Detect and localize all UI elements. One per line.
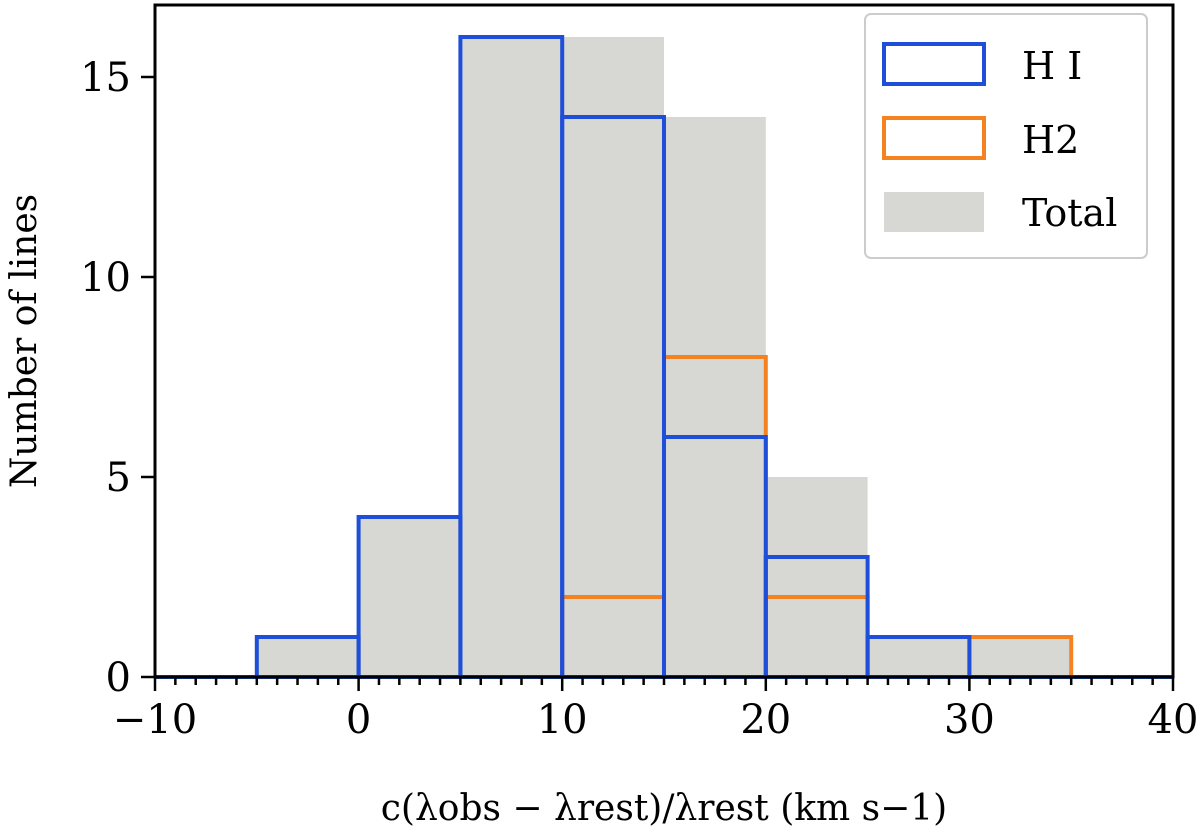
- ticks-layer: [141, 75, 1175, 691]
- legend-swatch-total: [884, 192, 984, 232]
- legend-label-h2: H2: [1022, 118, 1079, 162]
- total-bar: [867, 637, 970, 677]
- y-tick-label: 15: [80, 55, 131, 101]
- x-tick-label: 20: [740, 697, 791, 743]
- y-tick-label: 5: [106, 455, 131, 501]
- total-bar: [256, 637, 359, 677]
- total-bar: [969, 637, 1072, 677]
- x-tick-label: 10: [537, 697, 588, 743]
- total-bar: [765, 477, 868, 677]
- total-bar: [562, 37, 664, 677]
- x-tick-label: −10: [113, 697, 197, 743]
- x-axis-label: c(λobs − λrest)/λrest (km s−1): [381, 788, 947, 829]
- legend-swatch-h2: [882, 116, 986, 160]
- legend-label-hi: H I: [1022, 44, 1082, 88]
- total-bar: [664, 117, 766, 677]
- y-tick-label: 10: [80, 255, 131, 301]
- y-axis-label: Number of lines: [4, 194, 45, 488]
- x-tick-label: 30: [944, 697, 995, 743]
- total-bar: [358, 517, 461, 677]
- legend-label-total: Total: [1022, 191, 1117, 235]
- legend-swatch-hi: [882, 42, 986, 86]
- y-tick-label: 0: [106, 655, 131, 701]
- legend: H I H2 Total: [864, 13, 1148, 259]
- total-bar: [460, 37, 563, 677]
- bars-layer: [256, 37, 1072, 677]
- x-tick-label: 0: [346, 697, 371, 743]
- x-tick-label: 40: [1148, 697, 1199, 743]
